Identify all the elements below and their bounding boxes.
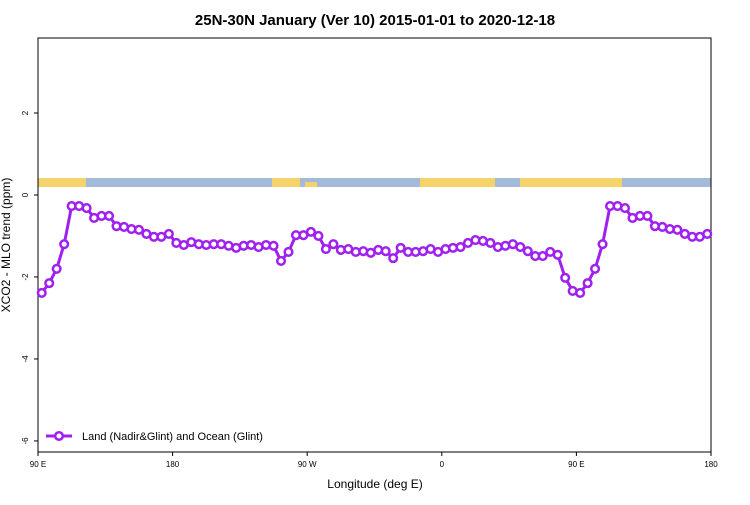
land-ocean-strip <box>38 178 711 187</box>
data-point <box>320 244 331 255</box>
y-tick-label: -4 <box>21 355 30 363</box>
data-point <box>537 251 548 262</box>
x-tick-label: 90 W <box>298 460 317 469</box>
data-point <box>103 210 115 221</box>
x-tick-label: 90 E <box>568 460 584 469</box>
data-point <box>44 278 55 289</box>
data-point <box>560 272 571 283</box>
y-axis-label: XCO2 - MLO trend (ppm) <box>0 178 13 313</box>
data-point <box>395 242 406 253</box>
chart-title: 25N-30N January (Ver 10) 2015-01-01 to 2… <box>195 12 555 29</box>
data-point <box>133 224 144 235</box>
data-point <box>59 239 70 250</box>
data-point <box>283 246 294 258</box>
data-point <box>81 203 92 214</box>
data-point <box>455 241 466 253</box>
y-tick-label: 0 <box>21 192 30 197</box>
data-point <box>582 278 593 289</box>
data-point <box>702 228 713 239</box>
legend-marker <box>53 430 65 442</box>
data-point <box>485 237 496 249</box>
x-axis-label: Longitude (deg E) <box>327 477 422 491</box>
legend-label: Land (Nadir&Glint) and Ocean (Glint) <box>82 431 263 443</box>
data-point <box>552 249 563 260</box>
data-point <box>163 228 174 239</box>
data-point <box>275 255 287 267</box>
data-point <box>51 263 62 274</box>
data-point <box>590 263 601 274</box>
x-tick-label: 180 <box>704 460 718 469</box>
y-tick-label: -6 <box>21 437 30 445</box>
data-point <box>522 246 533 257</box>
plot-frame <box>37 37 712 453</box>
data-point <box>515 241 526 253</box>
data-point <box>268 240 279 251</box>
x-tick-label: 0 <box>440 460 445 469</box>
y-tick-label: 2 <box>21 110 30 115</box>
data-point <box>642 210 653 221</box>
y-tick-label: -2 <box>21 273 30 281</box>
data-point <box>672 224 683 235</box>
data-point <box>328 239 339 250</box>
data-point <box>36 287 47 299</box>
data-point <box>619 203 631 214</box>
data-point <box>597 239 608 250</box>
x-tick-label: 180 <box>166 460 180 469</box>
data-point <box>305 226 316 237</box>
x-tick-label: 90 E <box>30 460 46 469</box>
data-point <box>313 230 324 242</box>
data-point <box>388 253 399 264</box>
data-point <box>575 287 586 299</box>
data-point <box>380 246 391 257</box>
